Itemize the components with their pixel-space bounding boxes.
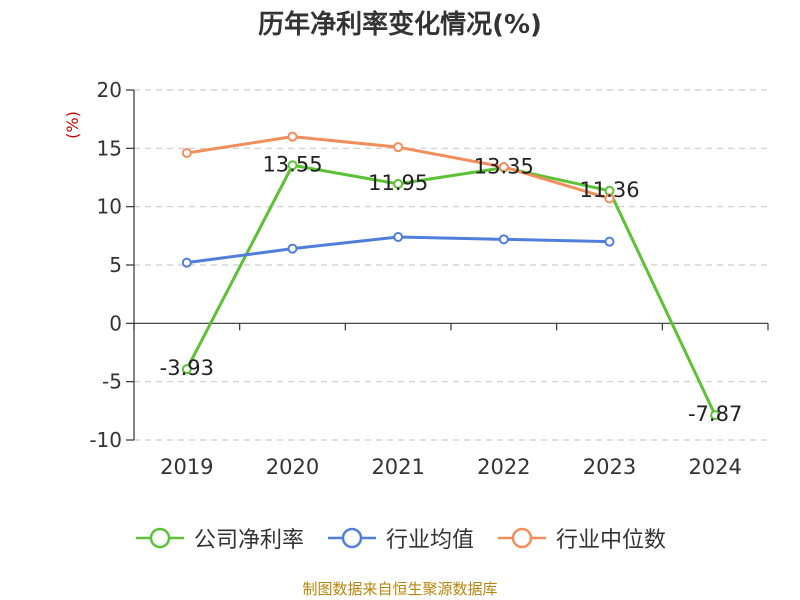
x-tick-label: 2021	[371, 455, 424, 479]
data-point	[287, 243, 298, 254]
y-tick-label: -10	[89, 428, 122, 452]
legend: 公司净利率 行业均值 行业中位数	[0, 518, 800, 558]
legend-item[interactable]: 公司净利率	[134, 522, 304, 554]
legend-marker	[149, 527, 171, 549]
data-point	[710, 410, 721, 421]
data-point	[498, 234, 509, 245]
data-point	[181, 364, 192, 375]
x-tick-label: 2019	[160, 455, 213, 479]
legend-item[interactable]: 行业均值	[326, 522, 474, 554]
y-tick-label: 20	[97, 78, 122, 102]
data-point	[498, 162, 509, 172]
data-label: 11.95	[368, 171, 428, 195]
data-point	[181, 148, 192, 158]
legend-swatch-icon	[498, 527, 546, 549]
x-tick-label: 2022	[477, 455, 530, 479]
data-point	[287, 160, 298, 171]
y-tick-label: 5	[109, 253, 122, 277]
y-tick-label: 0	[109, 311, 122, 335]
legend-marker	[341, 527, 363, 549]
y-tick-label: 15	[97, 136, 122, 160]
data-label: 11.36	[579, 178, 639, 202]
data-point	[604, 236, 615, 247]
legend-label: 公司净利率	[193, 528, 304, 553]
legend-item[interactable]: 行业中位数	[496, 522, 666, 554]
data-point	[287, 131, 298, 142]
data-point	[393, 142, 404, 153]
chart-title: 历年净利率变化情况(%)	[258, 10, 542, 40]
data-label: 13.55	[262, 152, 322, 176]
data-point	[181, 257, 192, 268]
legend-label: 行业均值	[385, 528, 474, 553]
legend-swatch-icon	[135, 527, 184, 549]
data-point	[393, 178, 404, 189]
x-tick-label: 2023	[583, 455, 636, 479]
source-note: 制图数据来自恒生聚源数据库	[302, 580, 498, 598]
legend-swatch-icon	[327, 527, 376, 549]
y-tick-label: 10	[97, 195, 122, 219]
data-label: -3.93	[160, 356, 214, 380]
data-point	[604, 193, 615, 204]
y-tick-label: -5	[102, 370, 122, 394]
data-label: 13.35	[474, 155, 534, 179]
series-line-0	[185, 163, 717, 416]
data-point	[393, 232, 404, 242]
y-axis-label: (%)	[63, 111, 82, 139]
legend-label: 行业中位数	[556, 528, 667, 553]
line-chart: -10 -5 0 5 10 15 20 2019 2020 2021 2022 2023 2024 (%)…	[63, 78, 769, 479]
data-label: -7.87	[688, 402, 742, 426]
x-tick-label: 2020	[266, 455, 319, 479]
x-tick-label: 2024	[688, 455, 741, 479]
legend-marker	[511, 527, 533, 549]
